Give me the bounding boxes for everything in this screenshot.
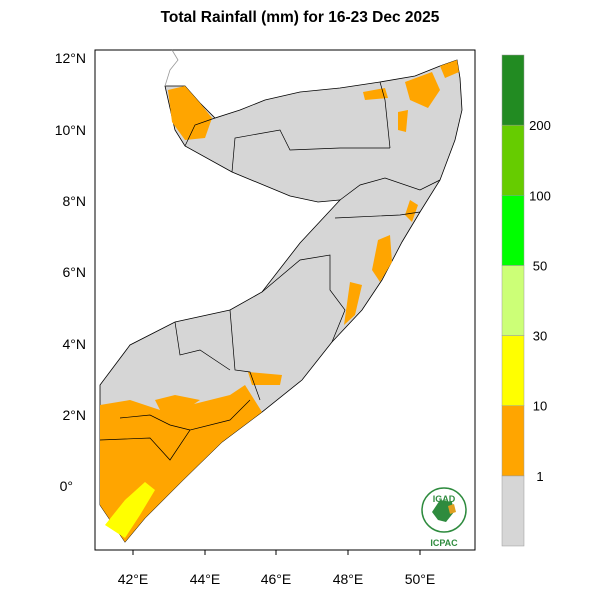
legend-label: 200 (529, 118, 551, 133)
legend-swatch (501, 405, 525, 477)
lat-tick-label: 0° (60, 478, 73, 494)
legend-swatch (501, 265, 525, 336)
lon-tick-label: 44°E (190, 571, 221, 587)
legend-swatch (501, 475, 525, 547)
legend-label: 50 (533, 258, 547, 273)
legend-swatch (501, 195, 525, 266)
rainfall-10-30mm (105, 482, 155, 538)
lat-tick-label: 10°N (55, 122, 86, 138)
lon-tick-label: 46°E (261, 571, 292, 587)
icpac-logo: IGAD ICPAC (421, 487, 467, 548)
lon-tick-label: 48°E (333, 571, 364, 587)
legend-swatch (501, 335, 525, 406)
lat-axis: 12°N 10°N 8°N 6°N 4°N 2°N 0° (55, 50, 86, 494)
lon-tick-label: 50°E (405, 571, 436, 587)
admin-boundaries (99, 81, 441, 461)
legend-label: 10 (533, 399, 547, 414)
colorbar-legend: 1 10 30 50 100 200 (501, 54, 551, 547)
legend-label: 30 (533, 329, 547, 344)
lat-tick-label: 4°N (63, 336, 87, 352)
neighbor-border (164, 49, 179, 87)
lon-axis: 42°E 44°E 46°E 48°E 50°E (118, 550, 436, 587)
lat-tick-label: 8°N (63, 193, 87, 209)
lat-tick-label: 12°N (55, 50, 86, 66)
svg-text:IGAD: IGAD (433, 494, 456, 504)
lon-tick-label: 42°E (118, 571, 149, 587)
map-title: Total Rainfall (mm) for 16-23 Dec 2025 (160, 9, 440, 26)
lat-tick-label: 6°N (63, 264, 87, 280)
lat-tick-label: 2°N (63, 407, 87, 423)
svg-text:ICPAC: ICPAC (430, 538, 458, 548)
legend-label: 100 (529, 188, 551, 203)
legend-swatch (501, 124, 525, 196)
legend-swatch (501, 54, 525, 126)
legend-label: 1 (536, 469, 543, 484)
